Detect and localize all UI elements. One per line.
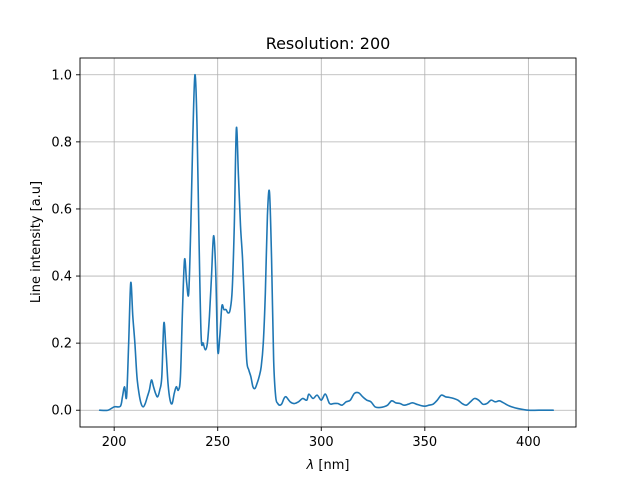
plot-area [98,73,555,412]
y-tick-label: 0.4 [51,270,72,285]
ticks: 200 250 300 350 400 0.0 0.2 0.4 0.6 0.8 1.0 [51,68,540,450]
x-axis-label: λ [nm] [306,458,350,473]
y-axis-label: Line intensity [a.u] [29,181,44,303]
y-tick-label: 0.8 [51,135,72,150]
chart-title: Resolution: 200 [266,34,391,53]
x-axis-label-symbol: λ [306,458,315,473]
x-tick-label: 400 [516,435,541,450]
y-tick-label: 0.0 [51,404,72,419]
y-tick-label: 1.0 [51,68,72,83]
x-tick-label: 300 [309,435,334,450]
y-tick-label: 0.6 [51,202,72,217]
x-axis-label-unit: [nm] [314,458,349,473]
x-tick-label: 200 [102,435,127,450]
x-tick-label: 350 [412,435,437,450]
series-line [98,73,555,412]
x-tick-label: 250 [205,435,230,450]
axes-frame [79,57,577,428]
y-tick-label: 0.2 [51,337,72,352]
